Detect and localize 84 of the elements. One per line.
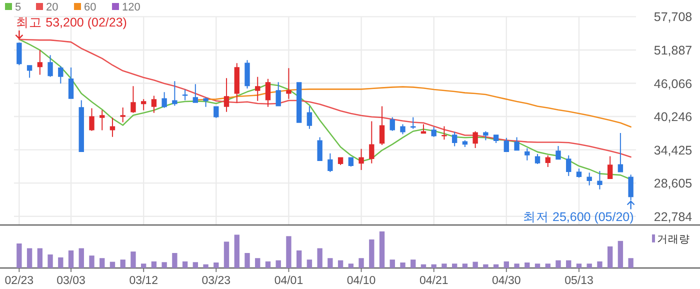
bar (151, 261, 157, 268)
x-tick-label: 04/10 (346, 275, 376, 287)
legend-label: 5 (15, 2, 22, 14)
bar (224, 242, 230, 268)
bar (379, 231, 385, 268)
bar (100, 258, 105, 268)
x-tick-label: 03/12 (129, 275, 158, 287)
bar (452, 264, 458, 268)
y-tick-label: 22,784 (654, 210, 692, 224)
bar (545, 264, 550, 268)
y-tick-label: 40,246 (654, 110, 692, 124)
bar (586, 264, 592, 268)
bar (358, 258, 364, 268)
bar (182, 261, 188, 268)
legend-label: 20 (46, 2, 58, 14)
bar (296, 250, 302, 268)
bar (26, 248, 32, 268)
bar (504, 261, 510, 268)
bar (48, 254, 53, 268)
x-tick-label: 05/13 (564, 275, 594, 287)
bar (234, 234, 240, 268)
bar (162, 262, 167, 268)
bar (369, 239, 374, 268)
bar (431, 264, 436, 268)
bar (317, 248, 322, 268)
x-tick-label: 03/03 (56, 275, 86, 287)
bar (390, 260, 395, 268)
bar (400, 262, 406, 268)
bar (276, 260, 281, 268)
bar (534, 264, 540, 268)
bar (514, 264, 520, 268)
bar (37, 248, 43, 268)
bar (78, 248, 84, 268)
x-tick-label: 04/30 (492, 275, 521, 287)
bar (618, 240, 624, 268)
legend-label: 60 (84, 2, 96, 14)
bar (483, 264, 488, 268)
bar (120, 260, 126, 268)
bar (576, 264, 582, 268)
bar (348, 264, 354, 268)
x-tick-label: 04/01 (274, 275, 304, 287)
bar (442, 264, 447, 268)
bar (203, 264, 208, 268)
annotation: 최저 25,600 (05/20) (523, 210, 634, 224)
bar (566, 260, 572, 268)
bar (192, 262, 198, 268)
x-tick-label: 04/21 (419, 275, 448, 287)
y-tick-label: 28,605 (654, 176, 692, 191)
bar (328, 258, 333, 268)
bar (58, 257, 64, 268)
bar (410, 260, 416, 268)
bar (286, 236, 292, 268)
bar (556, 260, 561, 268)
line-series (18, 38, 632, 158)
bar (472, 262, 478, 268)
bar (607, 246, 613, 268)
bar (16, 243, 22, 268)
y-tick-label: 51,887 (654, 43, 692, 58)
bar (68, 250, 74, 268)
bar (89, 256, 94, 268)
y-tick-label: 46,066 (654, 76, 692, 91)
bar (110, 262, 116, 268)
bar (462, 264, 468, 268)
bar (338, 260, 344, 268)
bar (420, 264, 426, 268)
bar (628, 258, 634, 268)
bar (597, 261, 602, 268)
bar (255, 258, 260, 268)
bar (172, 252, 178, 268)
legend-label: 거래량 (657, 233, 690, 246)
bar (244, 252, 250, 268)
bar (306, 260, 312, 268)
bar (524, 262, 530, 268)
annotation: 최고 53,200 (02/23) (16, 15, 127, 30)
bar (214, 262, 219, 268)
bar (493, 264, 499, 268)
x-tick-label: 02/23 (4, 275, 34, 287)
bar (140, 264, 146, 268)
y-tick-label: 34,425 (654, 143, 692, 158)
x-tick-label: 03/23 (202, 275, 231, 287)
bar (265, 261, 271, 268)
bar (130, 252, 136, 268)
y-tick-label: 57,708 (654, 10, 692, 24)
legend-label: 120 (122, 2, 140, 14)
